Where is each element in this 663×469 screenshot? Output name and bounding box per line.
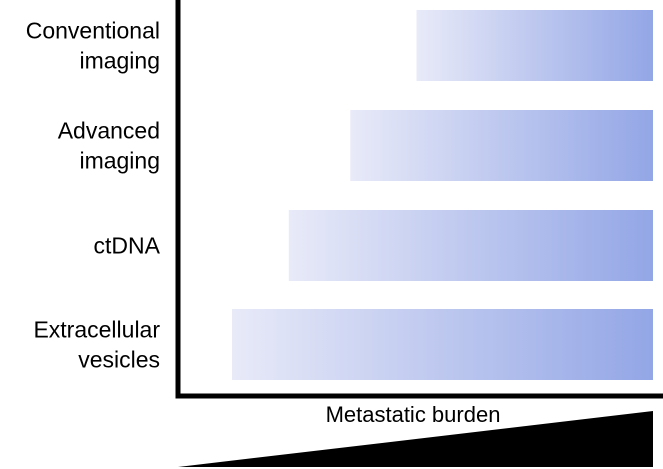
- row-label-line: imaging: [79, 148, 160, 174]
- row-label-line: Advanced: [58, 118, 160, 144]
- row-labels: Conventional imaging Advanced imaging ctDNA E…: [26, 18, 161, 373]
- row-label-line: ctDNA: [94, 233, 161, 259]
- row-label-line: Extracellular: [33, 317, 160, 343]
- row-label-line: imaging: [79, 48, 160, 74]
- detection-bar: [416, 10, 653, 81]
- detection-bars: [232, 10, 653, 380]
- detection-bar: [232, 309, 653, 380]
- row-label-line: Conventional: [26, 18, 160, 44]
- detection-bar: [288, 210, 653, 281]
- metastatic-burden-wedge: [178, 411, 653, 467]
- detection-bar: [350, 110, 653, 181]
- row-label-line: vesicles: [78, 347, 160, 373]
- x-axis-label: Metastatic burden: [326, 402, 501, 427]
